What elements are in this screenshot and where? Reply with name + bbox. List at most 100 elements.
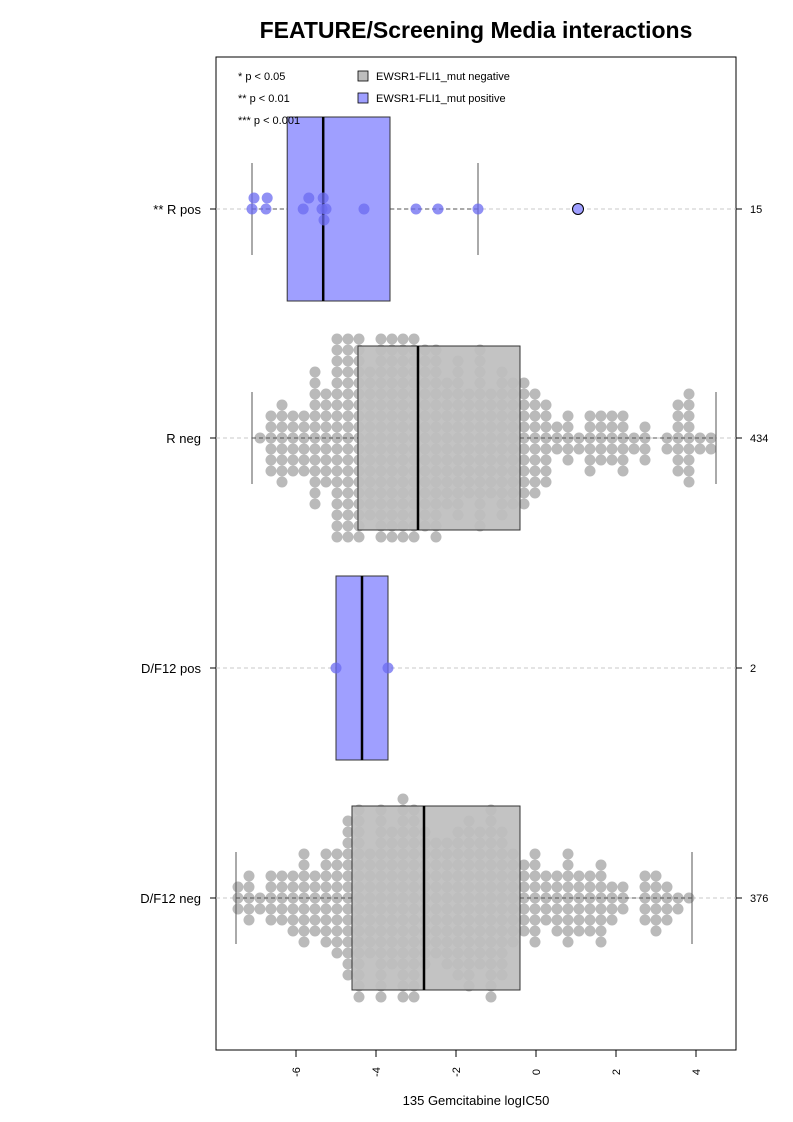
swarm-point [397, 793, 409, 805]
swarm-point [584, 903, 596, 915]
swarm-point [287, 454, 299, 466]
swarm-point [331, 903, 343, 915]
swarm-point [386, 531, 398, 543]
group-point [382, 662, 394, 674]
swarm-point [529, 925, 541, 937]
swarm-point [540, 881, 552, 893]
x-tick-label: 4 [691, 1069, 703, 1075]
swarm-point [331, 399, 343, 411]
swarm-point [375, 991, 387, 1003]
swarm-point [320, 870, 332, 882]
group-point [317, 192, 329, 204]
swarm-point [562, 903, 574, 915]
swarm-point [276, 870, 288, 882]
swarm-point [298, 903, 310, 915]
swarm-point [287, 432, 299, 444]
swarm-point [562, 914, 574, 926]
swarm-point [243, 881, 255, 893]
swarm-point [342, 936, 354, 948]
swarm-point [650, 870, 662, 882]
group-point [261, 192, 273, 204]
swarm-point [309, 487, 321, 499]
swarm-point [650, 903, 662, 915]
swarm-point [617, 410, 629, 422]
plot-frame [215, 56, 737, 1051]
swarm-point [639, 914, 651, 926]
swarm-point [298, 859, 310, 871]
swarm-point [529, 914, 541, 926]
swarm-point [551, 925, 563, 937]
swarm-point [639, 903, 651, 915]
group-point [432, 203, 444, 215]
swarm-point [287, 870, 299, 882]
swarm-point [331, 465, 343, 477]
swarm-point [320, 848, 332, 860]
swarm-point [342, 344, 354, 356]
swarm-point [672, 465, 684, 477]
group-point [318, 214, 330, 226]
swarm-point [518, 388, 530, 400]
swarm-point [639, 870, 651, 882]
swarm-point [540, 421, 552, 433]
swarm-point [606, 914, 618, 926]
swarm-point [331, 355, 343, 367]
swarm-point [595, 903, 607, 915]
swarm-point [397, 531, 409, 543]
swarm-point [342, 476, 354, 488]
swarm-point [562, 848, 574, 860]
swarm-point [320, 410, 332, 422]
swarm-point [298, 465, 310, 477]
swarm-point [529, 421, 541, 433]
swarm-point [309, 421, 321, 433]
swarm-point [562, 432, 574, 444]
swarm-point [265, 465, 277, 477]
swarm-point [518, 410, 530, 422]
swarm-point [254, 903, 266, 915]
x-tick-label: -2 [451, 1067, 463, 1077]
swarm-point [320, 881, 332, 893]
swarm-point [342, 432, 354, 444]
swarm-point [595, 925, 607, 937]
box [351, 805, 521, 991]
swarm-point [683, 443, 695, 455]
swarm-point [562, 454, 574, 466]
swarm-point [606, 881, 618, 893]
swarm-point [309, 903, 321, 915]
color-legend: EWSR1-FLI1_mut negative EWSR1-FLI1_mut p… [357, 70, 510, 105]
swarm-point [529, 936, 541, 948]
swarm-point [617, 421, 629, 433]
swarm-point [617, 892, 629, 904]
swarm-point [309, 476, 321, 488]
swarm-point [331, 859, 343, 871]
swarm-point [342, 531, 354, 543]
swarm-point [342, 958, 354, 970]
swarm-point [353, 333, 365, 345]
swarm-point [540, 914, 552, 926]
swarm-point [265, 432, 277, 444]
swarm-point [562, 936, 574, 948]
group-points [246, 192, 584, 674]
swarm-point [639, 421, 651, 433]
swarm-point [331, 498, 343, 510]
swarm-point [309, 443, 321, 455]
legend-swatch-negative [357, 70, 369, 82]
swarm-point [298, 410, 310, 422]
group-point [303, 192, 315, 204]
swarm-point [331, 476, 343, 488]
swarm-point [265, 903, 277, 915]
swarm-point [320, 454, 332, 466]
swarm-point [672, 903, 684, 915]
swarm-point [650, 881, 662, 893]
chart-title: FEATURE/Screening Media interactions [260, 17, 693, 43]
swarm-point [518, 443, 530, 455]
swarm-point [309, 465, 321, 477]
swarm-point [276, 903, 288, 915]
swarm-point [606, 454, 618, 466]
significance-legend-item: ** p < 0.01 [238, 93, 290, 105]
swarm-point [595, 936, 607, 948]
group-label: D/F12 pos [141, 661, 201, 676]
swarm-point [562, 892, 574, 904]
swarm-point [375, 531, 387, 543]
swarm-point [683, 454, 695, 466]
swarm-point [639, 432, 651, 444]
